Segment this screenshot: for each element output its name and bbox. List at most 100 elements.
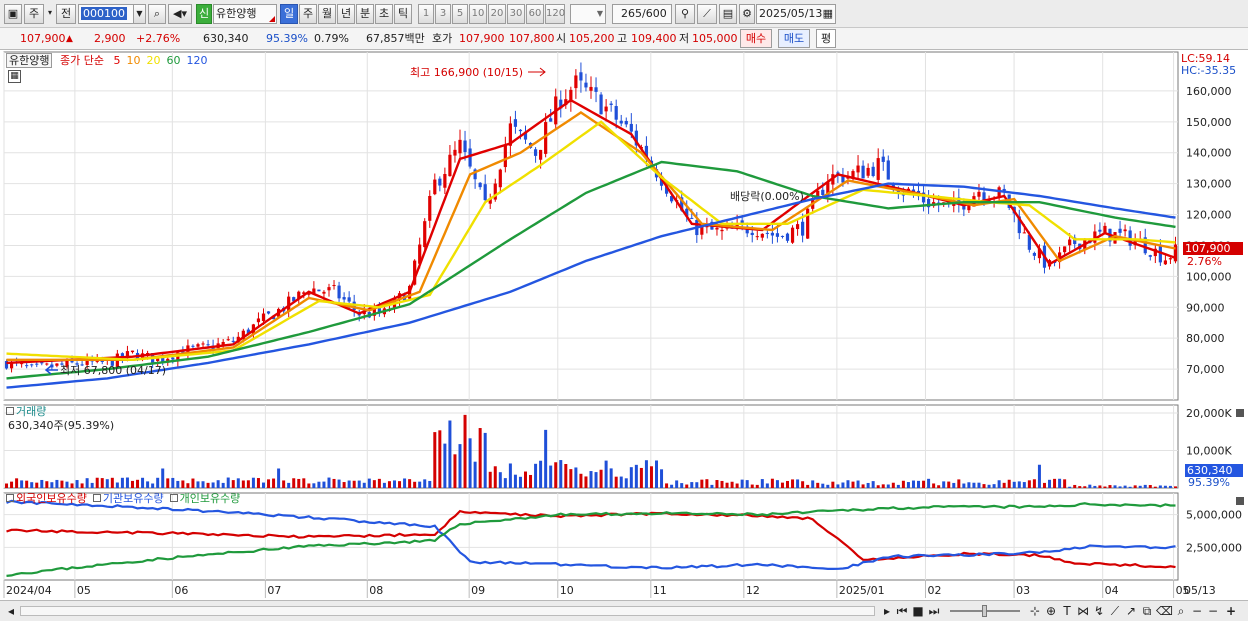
volume-bar xyxy=(987,484,991,488)
table-toggle-icon[interactable]: ▦ xyxy=(8,70,21,83)
interval-button-3[interactable]: 3 xyxy=(435,4,451,24)
save-icon[interactable]: ▤ xyxy=(719,4,737,24)
plus-icon[interactable]: + xyxy=(1225,604,1237,618)
period-tab-3[interactable]: 년 xyxy=(337,4,355,24)
count-field[interactable]: 265/600 xyxy=(612,4,672,24)
interval-button-60[interactable]: 60 xyxy=(526,4,544,24)
candle-body xyxy=(191,345,195,347)
draw-tool-icon[interactable]: ⟋ xyxy=(697,4,717,24)
ma-legend-20[interactable]: 20 xyxy=(146,54,161,67)
sell-button[interactable]: 매도 xyxy=(778,29,810,48)
holdings-square-icon[interactable] xyxy=(6,494,14,502)
candle-body xyxy=(599,94,603,115)
candle-body xyxy=(760,233,764,238)
scroll-right-icon[interactable]: ▸ xyxy=(883,604,891,618)
arrow-icon[interactable]: ↗ xyxy=(1125,604,1137,618)
candle-body xyxy=(765,232,769,234)
candle-body xyxy=(816,190,820,197)
date-value: 2025/05/13 xyxy=(759,7,823,20)
volume-bar xyxy=(720,480,724,488)
candle-body xyxy=(261,313,266,322)
volume-bar xyxy=(644,460,648,488)
turnover-pct: 0.79% xyxy=(314,32,349,45)
new-badge[interactable]: 신 xyxy=(196,4,212,24)
rewind-icon[interactable]: ⏮ xyxy=(896,604,908,618)
search-icon[interactable]: ⌕ xyxy=(148,4,166,24)
cross-icon[interactable]: ⊕ xyxy=(1045,604,1057,618)
mode-dropdown-icon[interactable]: ▾ xyxy=(47,8,52,17)
stock-tag[interactable]: 유한양행 xyxy=(6,53,53,68)
volume-bar xyxy=(60,480,64,488)
square-icon[interactable] xyxy=(6,407,14,415)
interval-button-120[interactable]: 120 xyxy=(545,4,565,24)
magnet-icon[interactable]: ↯ xyxy=(1093,604,1105,618)
holdings-square-icon[interactable] xyxy=(169,494,178,502)
volume-bar xyxy=(55,479,59,488)
text-icon[interactable]: T xyxy=(1063,604,1071,618)
candle-body xyxy=(871,166,875,177)
candle-body xyxy=(1073,237,1077,245)
trend-icon[interactable]: ⟋ xyxy=(1110,604,1120,618)
scroll-left-icon[interactable]: ◂ xyxy=(7,604,15,618)
volume-bar xyxy=(1083,486,1087,488)
volume-bar xyxy=(438,430,442,488)
buy-button[interactable]: 매수 xyxy=(740,29,772,48)
period-tab-4[interactable]: 분 xyxy=(356,4,374,24)
candle-body xyxy=(327,287,331,291)
interval-button-5[interactable]: 5 xyxy=(452,4,468,24)
chart-type-icon[interactable]: ⚲ xyxy=(675,4,695,24)
horizontal-scrollbar[interactable] xyxy=(20,606,875,616)
holdings-square-icon[interactable] xyxy=(92,494,101,502)
ma-legend-5[interactable]: 5 xyxy=(113,54,121,67)
chart-canvas[interactable]: 70,00080,00090,000100,000110,000120,0001… xyxy=(0,50,1248,600)
candle-body xyxy=(1173,244,1178,262)
pyeong-button[interactable]: 평 xyxy=(816,29,836,48)
ma-legend-120[interactable]: 120 xyxy=(186,54,208,67)
interval-button-30[interactable]: 30 xyxy=(507,4,525,24)
candle-body xyxy=(775,233,780,237)
volume-bar xyxy=(1098,485,1102,488)
volume-bar xyxy=(655,460,659,488)
zoom-icon[interactable]: ⌕ xyxy=(1177,604,1185,618)
mode-button[interactable]: 주 xyxy=(24,4,44,24)
candle-body xyxy=(926,198,931,208)
period-tab-5[interactable]: 초 xyxy=(375,4,393,24)
stop-icon[interactable]: ■ xyxy=(912,604,924,618)
interval-button-10[interactable]: 10 xyxy=(469,4,487,24)
interval-button-1[interactable]: 1 xyxy=(418,4,434,24)
interval-select[interactable]: ▼ xyxy=(570,4,606,24)
calendar-icon[interactable]: ▦ xyxy=(822,7,833,20)
window-menu-icon[interactable]: ▣ xyxy=(4,4,22,24)
speed-slider-handle[interactable] xyxy=(982,605,987,617)
period-tab-2[interactable]: 월 xyxy=(318,4,336,24)
ma-legend-60[interactable]: 60 xyxy=(166,54,181,67)
period-tab-1[interactable]: 주 xyxy=(299,4,317,24)
volume-bar xyxy=(1012,481,1016,488)
minus-icon[interactable]: − xyxy=(1191,604,1203,618)
volume-bar xyxy=(186,483,190,488)
candle-body xyxy=(801,221,805,236)
volume-bar xyxy=(100,478,104,488)
date-field[interactable]: 2025/05/13 ▦ xyxy=(756,4,836,24)
stock-name-field[interactable]: 유한양행 xyxy=(213,4,277,24)
candle-body xyxy=(836,172,840,174)
speaker-icon[interactable]: ◀▾ xyxy=(168,4,192,24)
fibo-icon[interactable]: ⋈ xyxy=(1077,604,1089,618)
volume-bar xyxy=(911,480,915,488)
stock-code-input[interactable]: 000100 xyxy=(78,4,146,24)
minus2-icon[interactable]: − xyxy=(1207,604,1219,618)
candle-body xyxy=(201,343,205,345)
gear-icon[interactable]: ⚙ xyxy=(739,4,755,24)
all-button[interactable]: 전 xyxy=(56,4,76,24)
candle-body xyxy=(1103,225,1107,233)
copy-icon[interactable]: ⧉ xyxy=(1142,604,1152,618)
period-tab-0[interactable]: 일 xyxy=(280,4,298,24)
draw-line-icon[interactable]: ⊹ xyxy=(1029,604,1041,618)
code-dropdown-icon[interactable]: ▼ xyxy=(133,4,146,24)
play-icon[interactable]: ⏭ xyxy=(928,604,940,618)
interval-button-20[interactable]: 20 xyxy=(488,4,506,24)
erase-icon[interactable]: ⌫ xyxy=(1156,604,1173,618)
period-tab-6[interactable]: 틱 xyxy=(394,4,412,24)
ma-legend-10[interactable]: 10 xyxy=(126,54,141,67)
volume-current-tag: 630,340 xyxy=(1185,464,1243,477)
